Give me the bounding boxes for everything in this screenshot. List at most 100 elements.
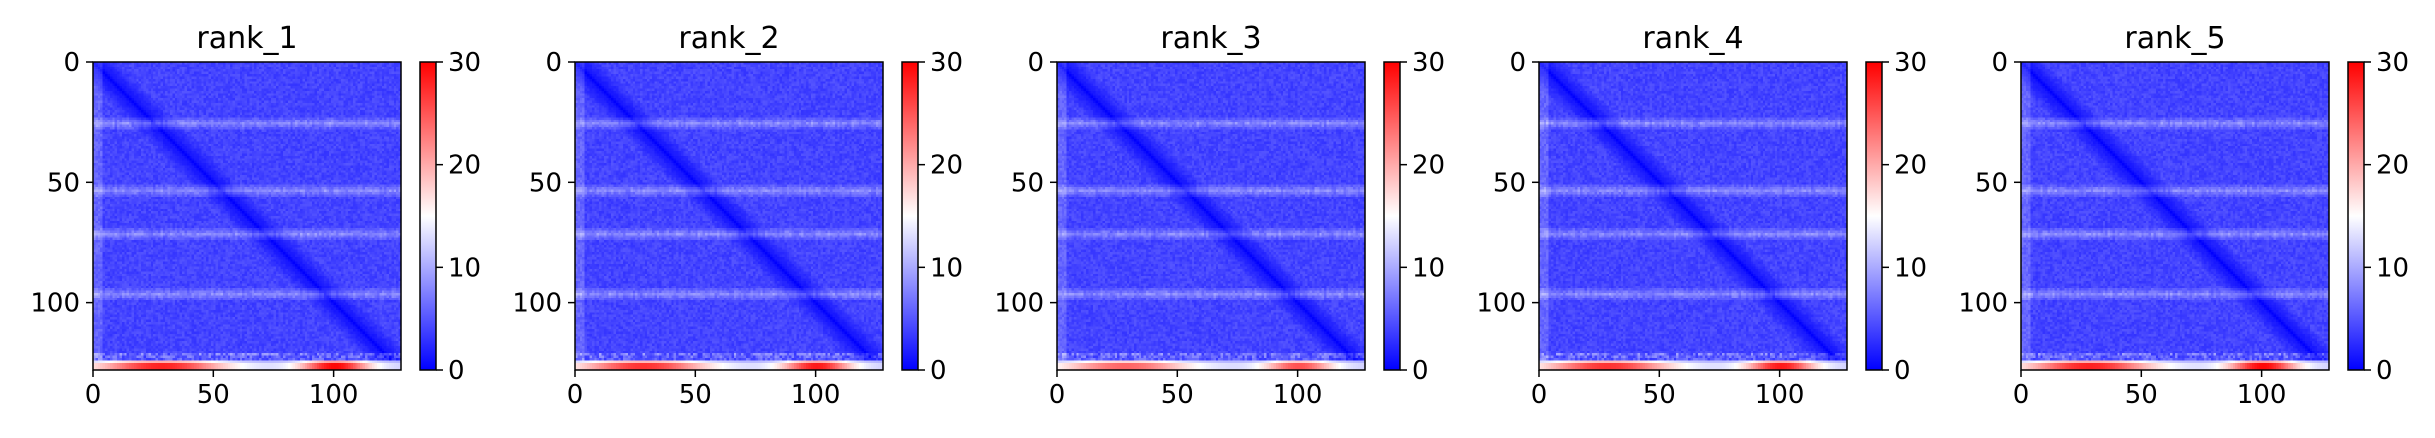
heatmap-cell — [293, 72, 296, 75]
heatmap-cell — [353, 67, 356, 70]
heatmap-cells — [93, 62, 401, 370]
heatmap-cell — [305, 67, 308, 70]
heatmap-cell — [225, 72, 228, 75]
heatmap-cell — [331, 74, 334, 77]
heatmap-cell — [254, 64, 257, 67]
heatmap-cell — [172, 64, 175, 67]
heatmap-cell — [360, 74, 363, 77]
heatmap-cell — [257, 64, 260, 67]
heatmap-cell — [223, 76, 226, 79]
heatmap-cell — [257, 67, 260, 70]
heatmap-cell — [254, 72, 257, 75]
heatmap-cell — [233, 74, 236, 77]
heatmap-cell — [209, 72, 212, 75]
heatmap-cell — [160, 76, 163, 79]
heatmap-cell — [148, 74, 151, 77]
heatmap-cell — [389, 74, 392, 77]
heatmap-cell — [264, 64, 267, 67]
heatmap-cell — [175, 74, 178, 77]
heatmap-cell — [163, 72, 166, 75]
heatmap-cell — [254, 67, 257, 70]
heatmap-cell — [264, 67, 267, 70]
heatmap-cell — [235, 69, 238, 72]
heatmap-cell — [286, 76, 289, 79]
heatmap-cell — [233, 64, 236, 67]
heatmap-cell — [182, 69, 185, 72]
heatmap-cell — [148, 67, 151, 70]
heatmap-cell — [305, 74, 308, 77]
heatmap-cell — [382, 69, 385, 72]
heatmap-cell — [252, 74, 255, 77]
heatmap-cell — [377, 67, 380, 70]
heatmap-cell — [269, 64, 272, 67]
heatmap-cell — [271, 72, 274, 75]
heatmap-cell — [194, 76, 197, 79]
heatmap-cell — [209, 64, 212, 67]
heatmap-cell — [153, 76, 156, 79]
heatmap-cell — [117, 72, 120, 75]
heatmap-cell — [110, 64, 113, 67]
heatmap-cell — [218, 64, 221, 67]
heatmap-cell — [310, 64, 313, 67]
heatmap-cell — [170, 72, 173, 75]
heatmap-cell — [160, 74, 163, 77]
heatmap-cell — [139, 74, 142, 77]
heatmap-cell — [288, 69, 291, 72]
heatmap-cell — [273, 76, 276, 79]
heatmap-cell — [273, 64, 276, 67]
heatmap-cell — [317, 67, 320, 70]
heatmap-cell — [204, 64, 207, 67]
heatmap-cell — [298, 67, 301, 70]
heatmap-cell — [223, 69, 226, 72]
heatmap-cell — [235, 74, 238, 77]
heatmap-cell — [105, 74, 108, 77]
heatmap-cell — [334, 64, 337, 67]
heatmap-cell — [172, 67, 175, 70]
heatmap-cell — [261, 64, 264, 67]
heatmap-cell — [127, 72, 130, 75]
heatmap-cell — [300, 72, 303, 75]
heatmap-cell — [127, 69, 130, 72]
heatmap-cell — [276, 67, 279, 70]
heatmap-cell — [305, 69, 308, 72]
heatmap-cell — [95, 69, 98, 72]
heatmap-cell — [158, 74, 161, 77]
heatmap-cell — [163, 64, 166, 67]
heatmap-cell — [204, 76, 207, 79]
heatmap-cell — [310, 67, 313, 70]
heatmap-cell — [168, 76, 171, 79]
heatmap-cell — [98, 67, 101, 70]
heatmap-cell — [172, 69, 175, 72]
heatmap-cell — [148, 64, 151, 67]
heatmap-cell — [172, 76, 175, 79]
heatmap-cell — [168, 74, 171, 77]
heatmap-cell — [290, 64, 293, 67]
heatmap-cell — [119, 74, 122, 77]
heatmap-cell — [122, 64, 125, 67]
heatmap-cell — [334, 72, 337, 75]
heatmap-cell — [95, 74, 98, 77]
heatmap-cell — [295, 67, 298, 70]
heatmap-cell — [192, 67, 195, 70]
heatmap-cell — [247, 76, 250, 79]
heatmap-cell — [290, 72, 293, 75]
heatmap-cell — [151, 64, 154, 67]
heatmap-cell — [122, 67, 125, 70]
heatmap-cell — [221, 67, 224, 70]
heatmap-cell — [355, 69, 358, 72]
heatmap-cell — [372, 64, 375, 67]
heatmap-cell — [170, 76, 173, 79]
heatmap-cell — [269, 67, 272, 70]
heatmap-cell — [377, 74, 380, 77]
heatmap-cell — [163, 69, 166, 72]
heatmap-cell — [221, 72, 224, 75]
heatmap-cell — [324, 64, 327, 67]
heatmap-cell — [283, 72, 286, 75]
heatmap-cell — [180, 74, 183, 77]
heatmap-cell — [249, 64, 252, 67]
heatmap-cell — [322, 67, 325, 70]
heatmap-cell — [201, 67, 204, 70]
heatmap-cell — [204, 74, 207, 77]
heatmap-cell — [298, 64, 301, 67]
heatmap-cell — [177, 64, 180, 67]
